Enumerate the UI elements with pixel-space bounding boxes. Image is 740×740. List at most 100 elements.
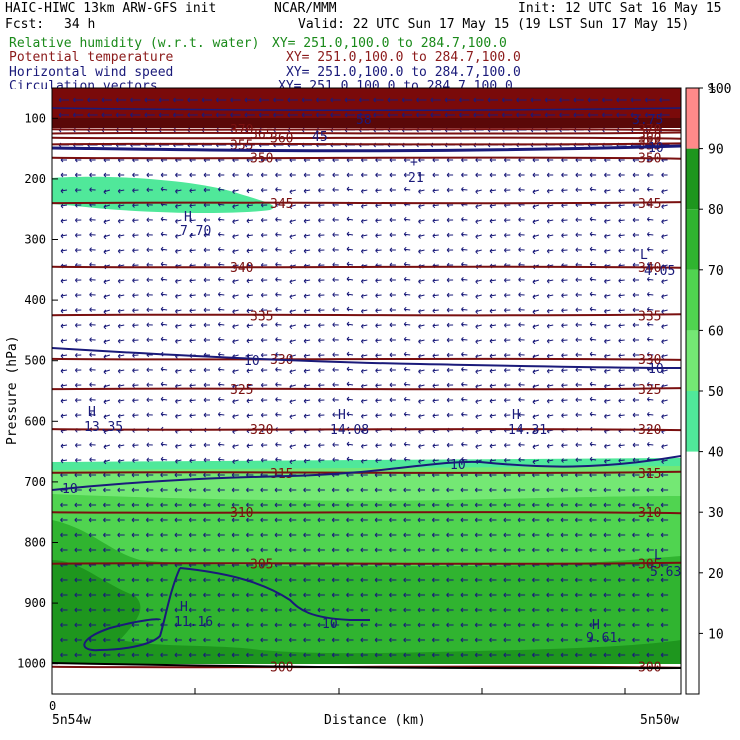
wind-vector <box>332 442 339 448</box>
isentrope-label: 315 <box>638 467 661 482</box>
wind-vector <box>403 577 411 583</box>
wind-vector <box>503 577 511 583</box>
wind-vector <box>417 547 425 553</box>
wind-vector <box>346 186 354 192</box>
wind-vector <box>74 442 82 448</box>
wind-vector <box>403 321 411 327</box>
wind-vector <box>217 306 225 312</box>
wind-vector <box>646 276 654 282</box>
wind-vector <box>603 532 611 538</box>
wind-vector <box>518 187 525 192</box>
colorbar-swatch <box>686 391 699 452</box>
isentrope-label: 335 <box>638 309 661 324</box>
wind-vector <box>275 397 282 402</box>
wind-vector <box>604 294 611 299</box>
wind-vector <box>72 112 84 118</box>
extremum-value: 21 <box>408 171 424 186</box>
wind-vector <box>375 172 382 178</box>
wind-vector <box>58 97 69 103</box>
wind-vector <box>618 383 625 389</box>
wind-vector <box>331 622 340 628</box>
wind-vector <box>175 444 182 449</box>
field-theta-name: Potential temperature <box>9 50 174 65</box>
wind-vector <box>60 398 68 404</box>
wind-vector <box>489 338 497 344</box>
wind-vector <box>418 324 425 329</box>
wind-vector <box>188 502 197 508</box>
wind-vector <box>188 592 197 598</box>
wind-vector <box>374 547 383 553</box>
wind-vector <box>203 532 211 538</box>
wind-vector <box>117 443 125 449</box>
wind-vector <box>503 382 511 388</box>
wind-vector <box>145 592 154 598</box>
wind-vector <box>274 502 282 508</box>
isentrope-line <box>52 142 681 146</box>
wind-vector <box>232 294 239 299</box>
wind-vector <box>303 487 311 493</box>
wind-vector <box>301 112 313 118</box>
wind-vector <box>646 502 654 508</box>
wind-vector <box>446 592 454 598</box>
extremum-marker: L <box>640 248 648 263</box>
wind-vector <box>188 517 197 523</box>
wind-vector <box>331 652 340 658</box>
wind-vector <box>318 383 325 388</box>
wind-vector <box>617 607 626 613</box>
wind-vector <box>546 547 554 553</box>
wind-vector <box>618 218 625 224</box>
init-time: Init: 12 UTC Sat 16 May 15 <box>518 1 722 16</box>
wind-vector <box>160 306 168 312</box>
wind-vector <box>246 607 254 613</box>
wind-vector <box>145 607 154 613</box>
wind-vector <box>575 172 582 178</box>
wind-vector <box>474 487 483 493</box>
wind-vector <box>401 112 413 118</box>
wind-vector <box>145 502 154 508</box>
wind-vector <box>589 396 597 402</box>
wind-vector <box>260 187 268 193</box>
wind-vector <box>403 336 411 342</box>
wind-vector <box>189 398 196 404</box>
wind-vector <box>203 292 210 298</box>
wind-vector <box>446 352 454 358</box>
wind-vector <box>432 383 439 389</box>
wind-vector <box>560 622 568 628</box>
wind-vector <box>632 352 639 358</box>
wind-vector <box>632 622 640 628</box>
chart-title: HAIC-HIWC 13km ARW-GFS init <box>5 1 217 16</box>
wind-vector <box>346 306 354 312</box>
wind-vector <box>561 413 568 418</box>
wind-vector <box>632 187 639 193</box>
wind-vector <box>74 607 82 613</box>
wind-vector <box>360 458 368 464</box>
wind-vector <box>460 607 468 613</box>
wind-vector <box>203 607 211 613</box>
wind-vector <box>160 186 168 192</box>
wind-vector <box>74 277 82 283</box>
wind-vector <box>175 294 182 299</box>
wind-vector <box>146 247 153 253</box>
wind-vector <box>561 233 568 238</box>
wind-vector <box>203 232 210 238</box>
wind-vector <box>346 231 354 237</box>
field-rh-name: Relative humidity (w.r.t. water) <box>9 36 260 51</box>
wind-vector <box>432 233 439 239</box>
wind-vector <box>489 547 497 553</box>
wind-vector <box>460 622 468 628</box>
wind-vector <box>604 399 611 404</box>
wind-vector <box>89 292 96 297</box>
wind-vector <box>360 622 368 628</box>
wind-vector <box>318 443 325 448</box>
wind-vector <box>189 323 196 329</box>
wind-vector <box>632 412 639 418</box>
wind-vector <box>532 487 540 493</box>
wind-vector <box>288 577 297 583</box>
wind-vector <box>518 322 525 327</box>
wind-vector <box>360 218 368 224</box>
wind-vector <box>646 532 654 538</box>
wind-vector <box>431 637 440 643</box>
wind-vector <box>175 249 182 254</box>
wind-vector <box>574 517 583 523</box>
wind-vector <box>560 607 568 613</box>
